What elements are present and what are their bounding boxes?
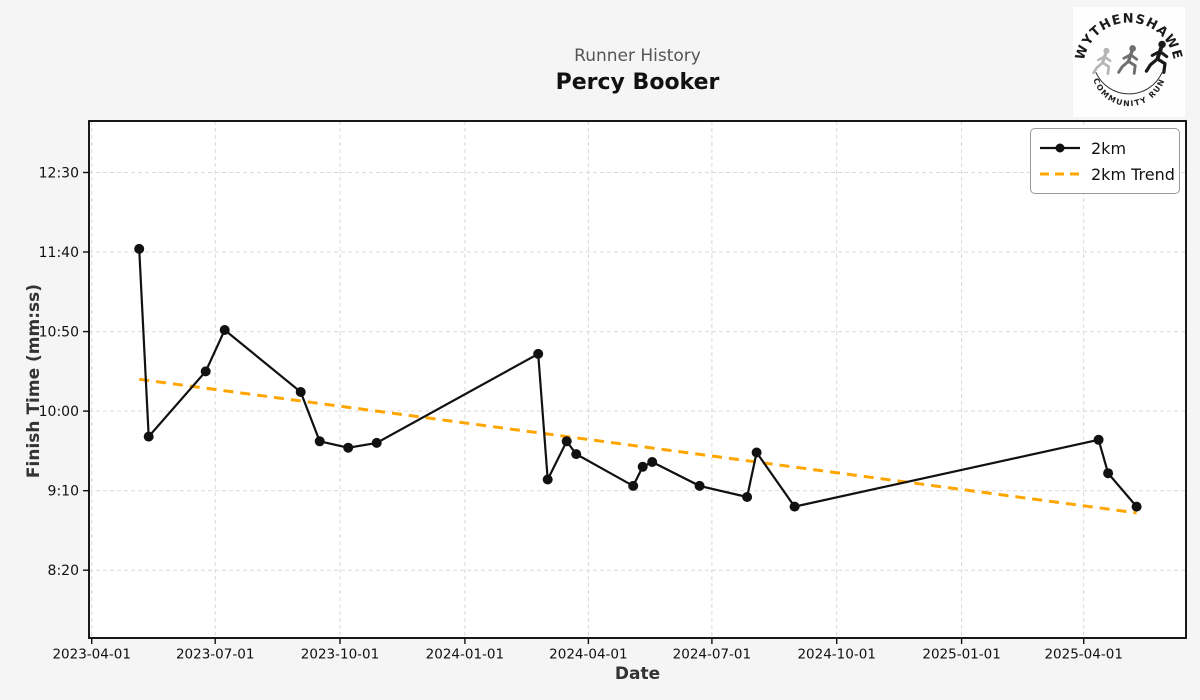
x-tick-label: 2023-07-01 — [176, 647, 254, 663]
data-point-marker — [343, 442, 354, 453]
x-tick-label: 2024-10-01 — [797, 647, 875, 663]
data-point-marker — [742, 492, 753, 502]
x-tick-label: 2024-04-01 — [549, 647, 627, 663]
data-point-marker — [637, 461, 648, 472]
y-tick-label: 8:20 — [48, 563, 79, 579]
legend: 2km 2km Trend — [1030, 128, 1180, 194]
plot-border — [88, 120, 1187, 639]
chart-title: Percy Booker — [555, 70, 720, 95]
data-point-marker — [219, 325, 230, 335]
x-tick-label: 2025-04-01 — [1044, 647, 1122, 663]
y-tick-label: 11:40 — [39, 245, 79, 261]
data-point-marker — [789, 501, 800, 512]
x-tick-label: 2025-01-01 — [922, 647, 1000, 663]
data-point-marker — [200, 366, 211, 377]
legend-item-2km-trend: 2km Trend — [1039, 161, 1175, 187]
x-tick-label: 2023-04-01 — [52, 647, 130, 663]
y-tick-label: 9:10 — [48, 484, 79, 500]
club-logo: WYTHENSHAWE COMMUNITY RUN — [1073, 7, 1185, 117]
data-point-marker — [533, 348, 544, 359]
legend-item-2km: 2km — [1039, 135, 1171, 161]
data-point-marker — [314, 436, 325, 447]
x-tick-label: 2023-10-01 — [301, 647, 379, 663]
y-tick-label: 10:00 — [39, 404, 79, 420]
plot-background — [89, 121, 1186, 638]
line-marker-swatch-icon — [1040, 143, 1080, 153]
y-tick-label: 10:50 — [39, 325, 79, 341]
y-axis-label: Finish Time (mm:ss) — [24, 283, 44, 479]
data-point-marker — [1131, 501, 1142, 512]
dashed-line-swatch-icon — [1040, 172, 1080, 176]
trend-line — [139, 377, 1137, 515]
legend-label-2km: 2km — [1091, 138, 1127, 158]
data-point-marker — [143, 431, 154, 442]
data-point-marker — [751, 447, 762, 458]
data-point-marker — [295, 387, 306, 397]
x-tick-label: 2024-01-01 — [426, 647, 504, 663]
data-point-marker — [542, 474, 553, 485]
data-point-marker — [647, 457, 658, 467]
data-point-marker — [134, 243, 145, 254]
chart-subtitle: Runner History — [574, 46, 701, 66]
legend-label-2km-trend: 2km Trend — [1091, 164, 1175, 184]
x-axis-label: Date — [614, 664, 661, 684]
series-line — [138, 248, 1138, 508]
data-point-marker — [561, 436, 572, 447]
y-tick-label: 12:30 — [39, 165, 79, 181]
data-point-marker — [694, 480, 705, 491]
data-point-marker — [1093, 434, 1104, 445]
logo-arc-divider — [1095, 72, 1163, 95]
data-point-marker — [1103, 468, 1114, 479]
data-point-marker — [628, 480, 639, 491]
data-point-marker — [371, 437, 382, 448]
x-tick-label: 2024-07-01 — [673, 647, 751, 663]
data-point-marker — [571, 449, 582, 460]
